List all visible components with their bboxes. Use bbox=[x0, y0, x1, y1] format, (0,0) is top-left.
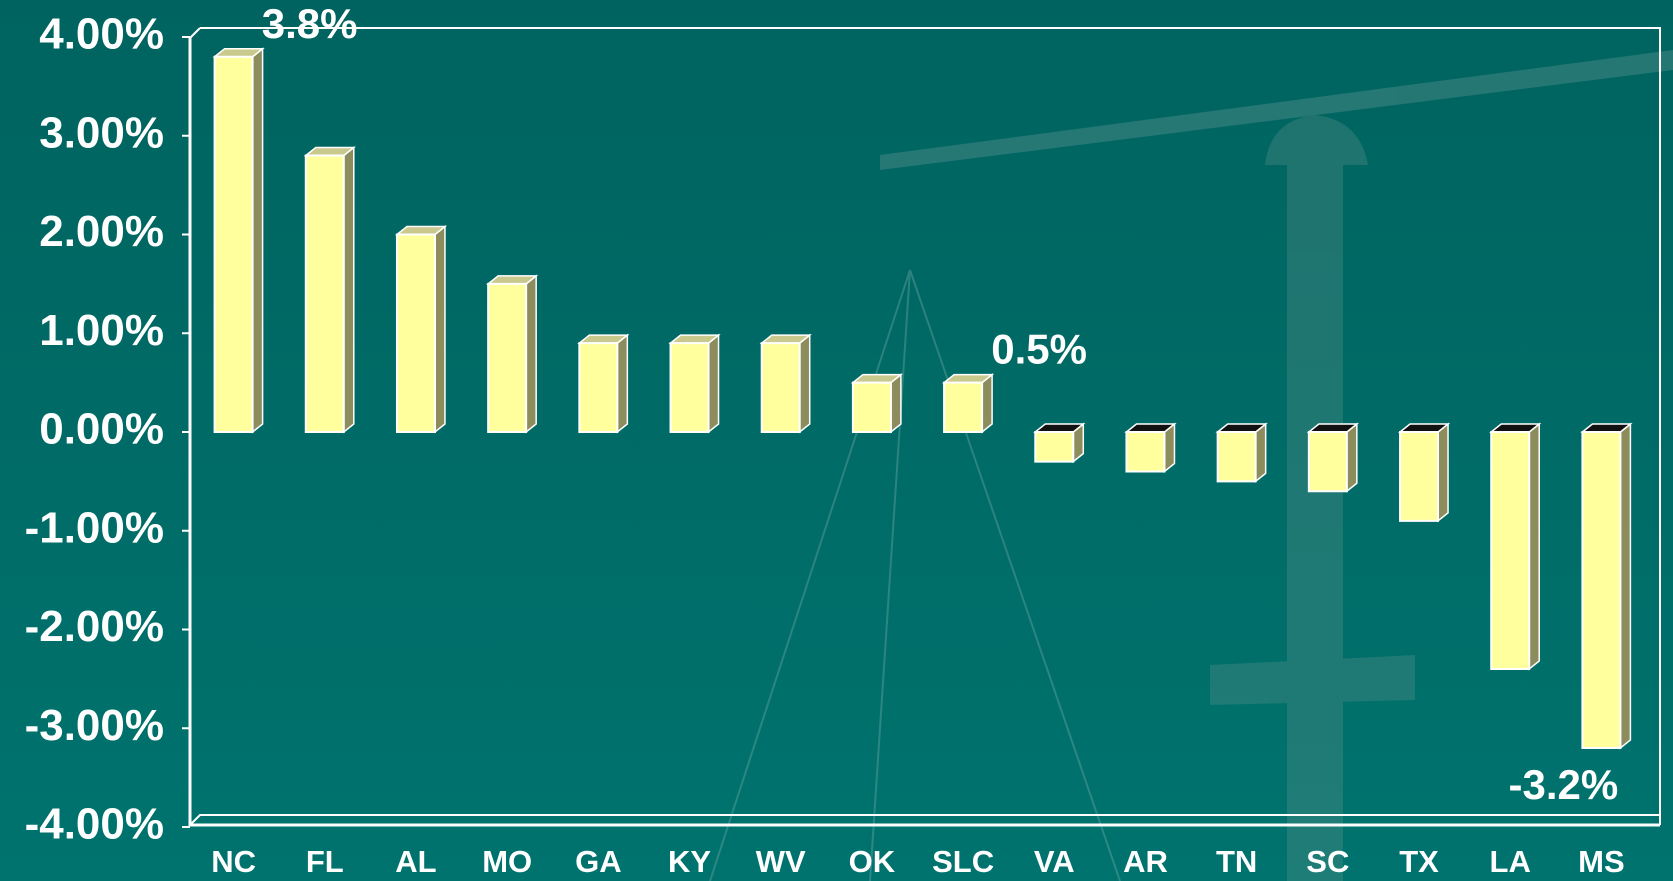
chart: 4.00% 3.00% 2.00% 1.00% 0.00% -1.00% -2.00% -3.… bbox=[0, 0, 1673, 881]
bar bbox=[1218, 432, 1256, 481]
bar bbox=[762, 343, 800, 432]
bar-side bbox=[617, 335, 627, 432]
bar bbox=[215, 57, 253, 432]
bar-side bbox=[891, 375, 901, 432]
y-tick-label: 3.00% bbox=[39, 108, 164, 157]
bar bbox=[1582, 432, 1620, 748]
bar bbox=[488, 284, 526, 432]
bar bbox=[671, 343, 709, 432]
y-tick-label: 2.00% bbox=[39, 207, 164, 256]
bar-side bbox=[435, 227, 445, 433]
bar-side bbox=[526, 276, 536, 432]
x-tick-label: MS bbox=[1578, 844, 1625, 879]
x-tick-label: TN bbox=[1216, 844, 1257, 879]
bar-side bbox=[1256, 424, 1266, 481]
y-tick-label: -1.00% bbox=[25, 503, 164, 552]
y-tick-label: 1.00% bbox=[39, 306, 164, 355]
bar bbox=[579, 343, 617, 432]
bar bbox=[1309, 432, 1347, 491]
bar-side bbox=[253, 49, 263, 432]
bar bbox=[1126, 432, 1164, 472]
value-label: 0.5% bbox=[991, 326, 1087, 373]
x-tick-label: SC bbox=[1306, 844, 1349, 879]
x-tick-label: OK bbox=[849, 844, 896, 879]
value-label: 3.8% bbox=[262, 0, 358, 47]
bar-side bbox=[709, 335, 719, 432]
x-tick-label: WV bbox=[756, 844, 806, 879]
x-tick-label: MO bbox=[482, 844, 532, 879]
x-tick-label: LA bbox=[1490, 844, 1531, 879]
bar-side bbox=[982, 375, 992, 432]
x-tick-label: GA bbox=[575, 844, 622, 879]
bar-side bbox=[800, 335, 810, 432]
x-tick-label: NC bbox=[211, 844, 256, 879]
bar bbox=[944, 383, 982, 432]
y-tick-label: 4.00% bbox=[39, 10, 164, 59]
y-tick-label: -2.00% bbox=[25, 602, 164, 651]
x-tick-label: AR bbox=[1123, 844, 1168, 879]
x-tick-label: SLC bbox=[932, 844, 994, 879]
bar-side bbox=[1438, 424, 1448, 521]
bar bbox=[306, 156, 344, 433]
bar bbox=[1491, 432, 1529, 669]
value-label: -3.2% bbox=[1509, 761, 1619, 808]
bar bbox=[853, 383, 891, 432]
y-tick-label: -4.00% bbox=[25, 800, 164, 849]
bar bbox=[1035, 432, 1073, 462]
x-tick-label: VA bbox=[1034, 844, 1075, 879]
x-tick-label: KY bbox=[668, 844, 711, 879]
bar bbox=[1400, 432, 1438, 521]
page: 4.00% 3.00% 2.00% 1.00% 0.00% -1.00% -2.00% -3.… bbox=[0, 0, 1673, 881]
bar-side bbox=[1529, 424, 1539, 669]
bar-side bbox=[1347, 424, 1357, 491]
x-tick-label: TX bbox=[1399, 844, 1439, 879]
bar bbox=[397, 235, 435, 433]
y-tick-label: 0.00% bbox=[39, 405, 164, 454]
bar-side bbox=[344, 148, 354, 433]
x-tick-label: AL bbox=[395, 844, 436, 879]
bar-side bbox=[1620, 424, 1630, 748]
y-tick-label: -3.00% bbox=[25, 701, 164, 750]
x-tick-label: FL bbox=[306, 844, 344, 879]
